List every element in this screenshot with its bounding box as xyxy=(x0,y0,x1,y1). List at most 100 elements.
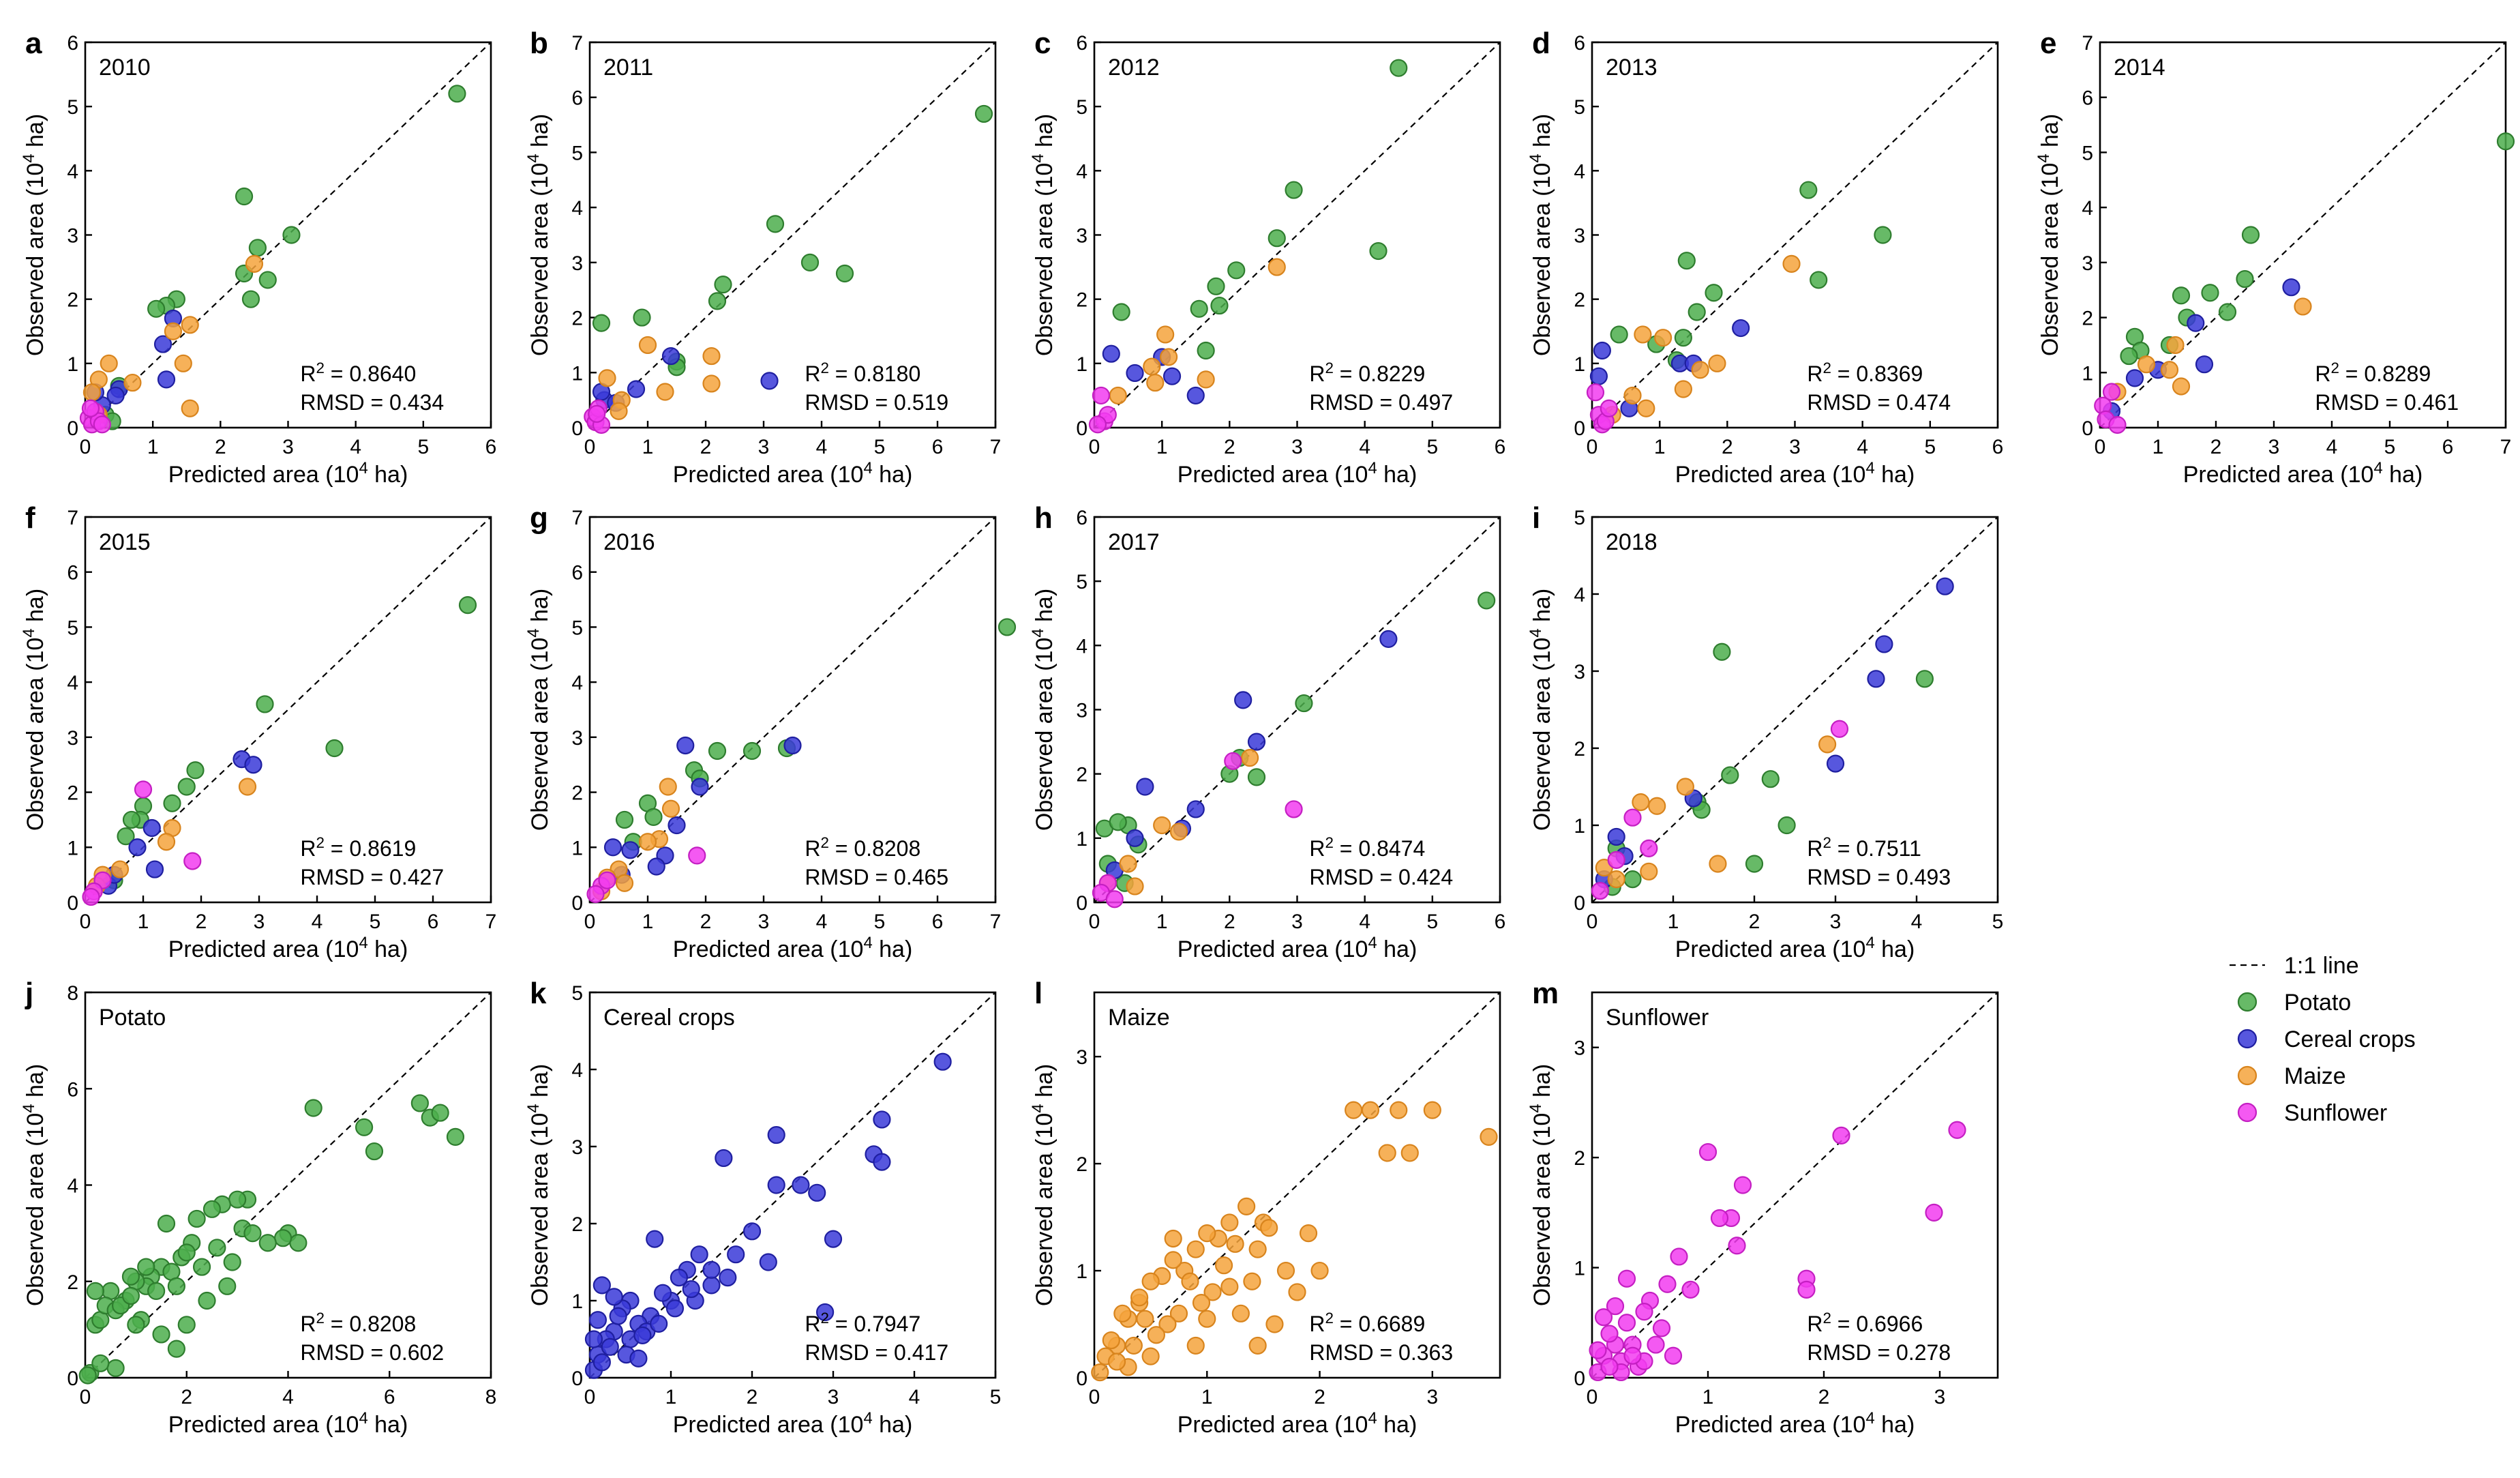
x-axis-label: Predicted area (104 ha) xyxy=(1675,934,1915,963)
point-cereal-crops xyxy=(142,818,161,838)
x-tick-label: 1 xyxy=(1201,1386,1213,1408)
point-maize xyxy=(1186,1240,1205,1258)
point-cereal-crops xyxy=(1126,364,1144,383)
point-maize xyxy=(1226,1235,1244,1253)
y-tick-label: 6 xyxy=(1574,32,1585,55)
y-tick-label: 0 xyxy=(1076,892,1088,915)
panel-title: Potato xyxy=(99,1005,166,1031)
point-maize xyxy=(2166,336,2185,355)
point-potato xyxy=(1227,261,1246,280)
point-potato xyxy=(1713,642,1731,661)
point-cereal-crops xyxy=(767,1125,785,1144)
point-maize xyxy=(1709,855,1727,873)
plot-frame xyxy=(1591,516,1999,904)
legend-label: Sunflower xyxy=(2284,1100,2387,1126)
point-maize xyxy=(1248,1240,1267,1258)
x-tick-label: 3 xyxy=(282,436,294,458)
point-potato xyxy=(167,1340,185,1358)
point-potato xyxy=(714,276,732,294)
y-tick-label: 3 xyxy=(67,727,78,750)
point-maize xyxy=(157,833,176,851)
point-cereal-crops xyxy=(605,1288,623,1306)
x-tick-label: 3 xyxy=(1291,911,1303,933)
point-cereal-crops xyxy=(145,860,164,878)
point-potato xyxy=(152,1325,170,1344)
x-tick-label: 5 xyxy=(1992,911,2004,933)
one-to-one-line xyxy=(85,42,492,428)
y-tick-label: 0 xyxy=(67,1368,78,1390)
point-maize xyxy=(1288,1283,1306,1301)
point-sunflower xyxy=(1635,1303,1653,1321)
x-tick-label: 3 xyxy=(1789,436,1801,458)
point-potato xyxy=(766,215,785,233)
x-tick-label: 7 xyxy=(2500,436,2512,458)
point-sunflower xyxy=(82,887,100,906)
panel-title: Sunflower xyxy=(1606,1005,1709,1031)
x-tick-label: 0 xyxy=(584,1386,596,1408)
point-maize xyxy=(1169,1304,1188,1322)
point-potato xyxy=(1777,816,1796,835)
point-maize xyxy=(1141,1272,1160,1290)
panel-title: 2017 xyxy=(1108,529,1160,555)
point-potato xyxy=(708,741,727,760)
point-cereal-crops xyxy=(1234,691,1252,709)
point-potato xyxy=(106,1359,125,1377)
point-cereal-crops xyxy=(627,380,646,398)
x-tick-label: 7 xyxy=(990,436,1002,458)
point-maize xyxy=(1192,1294,1211,1312)
x-tick-label: 3 xyxy=(2268,436,2280,458)
point-potato xyxy=(121,1267,140,1286)
point-maize xyxy=(1156,325,1175,344)
y-tick-label: 5 xyxy=(1076,571,1088,593)
one-to-one-line xyxy=(589,42,996,428)
point-potato xyxy=(177,1243,196,1262)
x-tick-label: 5 xyxy=(1924,436,1936,458)
plot-frame xyxy=(84,516,492,904)
y-tick-label: 4 xyxy=(1574,160,1585,183)
point-maize xyxy=(638,336,657,355)
point-sunflower xyxy=(1623,808,1642,827)
x-tick-label: 1 xyxy=(2152,436,2164,458)
x-tick-label: 1 xyxy=(665,1386,677,1408)
point-maize xyxy=(245,254,264,273)
x-tick-label: 5 xyxy=(417,436,429,458)
point-maize xyxy=(615,874,634,892)
x-tick-label: 3 xyxy=(1426,1386,1438,1408)
r2-value: R2 = 0.8208 xyxy=(300,1310,416,1337)
point-maize xyxy=(1091,1363,1109,1382)
point-maize xyxy=(82,383,102,402)
point-potato xyxy=(2120,346,2138,366)
y-tick-label: 3 xyxy=(2082,252,2093,275)
point-potato xyxy=(1745,855,1764,873)
x-tick-label: 3 xyxy=(254,911,265,933)
point-maize xyxy=(1676,778,1694,796)
panel-letter: e xyxy=(2040,27,2056,60)
point-potato xyxy=(2496,132,2515,151)
point-sunflower xyxy=(1640,839,1658,858)
point-cereal-crops xyxy=(1936,577,1954,595)
x-axis-label: Predicted area (104 ha) xyxy=(1178,459,1418,488)
y-tick-label: 5 xyxy=(1076,96,1088,119)
point-cereal-crops xyxy=(584,1330,603,1348)
x-tick-label: 1 xyxy=(1668,911,1679,933)
point-maize xyxy=(1637,399,1655,417)
point-potato xyxy=(997,618,1017,636)
point-cereal-crops xyxy=(153,335,172,353)
x-tick-label: 4 xyxy=(350,436,361,458)
y-tick-label: 6 xyxy=(571,87,583,110)
point-maize xyxy=(1248,1336,1267,1355)
y-tick-label: 0 xyxy=(67,892,78,915)
point-cereal-crops xyxy=(2282,278,2300,297)
point-potato xyxy=(446,1127,465,1146)
panel-title: 2012 xyxy=(1108,55,1160,80)
y-tick-label: 2 xyxy=(571,1213,583,1236)
point-sunflower xyxy=(1698,1142,1717,1162)
y-tick-label: 4 xyxy=(67,160,78,183)
point-potato xyxy=(1190,299,1208,318)
point-sunflower xyxy=(134,780,153,799)
y-tick-label: 4 xyxy=(67,672,78,694)
point-maize xyxy=(1480,1127,1498,1146)
x-tick-label: 2 xyxy=(1224,436,1235,458)
x-tick-label: 5 xyxy=(874,436,886,458)
